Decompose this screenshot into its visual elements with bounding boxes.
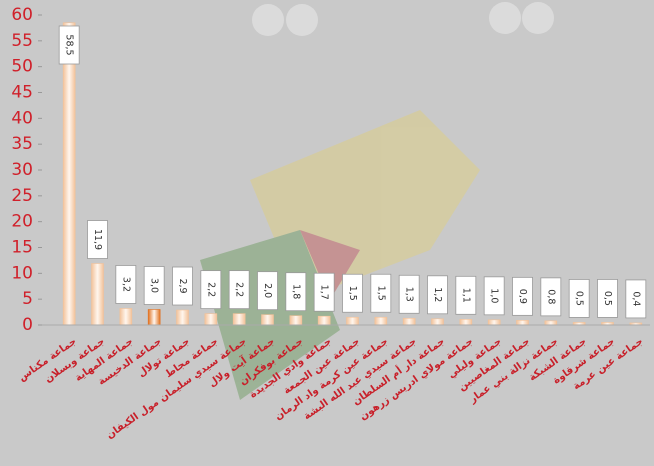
bar — [347, 317, 359, 325]
y-tick-label: 25 — [11, 186, 33, 206]
bar — [63, 23, 75, 325]
value-label: 11,9 — [92, 229, 103, 250]
bar — [148, 310, 160, 326]
y-tick-label: 10 — [11, 263, 33, 283]
value-label: 58,5 — [64, 34, 75, 55]
bar — [403, 318, 415, 325]
value-label: 2,9 — [177, 278, 188, 293]
bar — [177, 310, 189, 325]
y-tick-label: 45 — [11, 83, 33, 103]
y-tick-label: 35 — [11, 134, 33, 154]
value-label: 0,9 — [517, 289, 528, 304]
value-label: 3,0 — [149, 278, 160, 293]
chart: 051015202530354045505560جماعة مكناس58,5ج… — [0, 0, 654, 466]
y-tick-label: 15 — [11, 238, 33, 258]
value-label: 0,5 — [574, 291, 585, 306]
value-label: 1,8 — [290, 284, 301, 299]
value-label: 1,7 — [319, 285, 330, 300]
value-label: 0,8 — [545, 289, 556, 304]
y-tick-label: 0 — [22, 315, 33, 335]
value-label: 2,2 — [234, 282, 245, 297]
y-tick-label: 55 — [11, 31, 33, 51]
value-label: 1,5 — [375, 286, 386, 301]
y-tick-label: 20 — [11, 212, 33, 232]
bar — [545, 321, 557, 325]
bar — [233, 314, 245, 325]
value-label: 0,4 — [630, 291, 641, 306]
value-label: 1,0 — [489, 288, 500, 303]
y-tick-label: 30 — [11, 160, 33, 180]
y-tick-label: 5 — [22, 289, 33, 309]
bar — [205, 314, 217, 325]
value-label: 1,2 — [432, 287, 443, 302]
value-label: 2,0 — [262, 283, 273, 298]
bar — [120, 308, 132, 325]
bar — [318, 316, 330, 325]
value-label: 2,2 — [205, 282, 216, 297]
value-label: 1,1 — [460, 288, 471, 303]
bar — [375, 317, 387, 325]
bar — [517, 320, 529, 325]
value-label: 1,3 — [404, 287, 415, 302]
y-tick-label: 40 — [11, 108, 33, 128]
bar — [488, 320, 500, 325]
bar — [460, 319, 472, 325]
bar — [432, 319, 444, 325]
bar — [92, 264, 104, 325]
bar — [262, 315, 274, 325]
value-label: 1,5 — [347, 286, 358, 301]
value-label: 0,5 — [602, 291, 613, 306]
bar — [290, 316, 302, 325]
y-tick-label: 50 — [11, 57, 33, 77]
value-label: 3,2 — [120, 277, 131, 292]
y-tick-label: 60 — [11, 5, 33, 25]
